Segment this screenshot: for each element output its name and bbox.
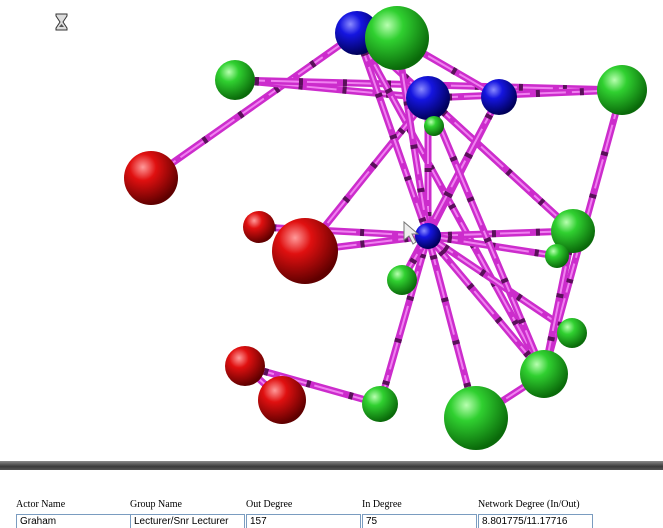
node	[225, 346, 265, 386]
node	[444, 386, 508, 450]
app-window: Actor Name Graham Group Name Lecturer/Snr L…	[0, 0, 663, 528]
field-value[interactable]: Graham	[16, 514, 131, 528]
node	[557, 318, 587, 348]
field: Network Degree (In/Out) 8.801775/11.17716	[478, 498, 593, 528]
network-view	[0, 0, 663, 460]
field-label: In Degree	[362, 498, 477, 512]
field: Group Name Lecturer/Snr Lecturer	[130, 498, 245, 528]
edge-highlight	[380, 236, 428, 404]
node	[387, 265, 417, 295]
node	[415, 223, 441, 249]
field-value[interactable]: Lecturer/Snr Lecturer	[130, 514, 245, 528]
field: In Degree 75	[362, 498, 477, 528]
node	[243, 211, 275, 243]
field-label: Group Name	[130, 498, 245, 512]
node	[362, 386, 398, 422]
node	[597, 65, 647, 115]
splitter[interactable]	[0, 461, 663, 470]
field-value[interactable]: 75	[362, 514, 477, 528]
field-label: Out Degree	[246, 498, 361, 512]
node	[406, 76, 450, 120]
node	[215, 60, 255, 100]
node	[365, 6, 429, 70]
node	[481, 79, 517, 115]
field: Actor Name Graham	[16, 498, 131, 528]
field-label: Actor Name	[16, 498, 131, 512]
node	[545, 244, 569, 268]
node	[520, 350, 568, 398]
field-label: Network Degree (In/Out)	[478, 498, 593, 512]
field-value[interactable]: 8.801775/11.17716	[478, 514, 593, 528]
node	[272, 218, 338, 284]
node	[424, 116, 444, 136]
node	[124, 151, 178, 205]
field-value[interactable]: 157	[246, 514, 361, 528]
hourglass-icon	[56, 14, 67, 30]
field: Out Degree 157	[246, 498, 361, 528]
node	[258, 376, 306, 424]
